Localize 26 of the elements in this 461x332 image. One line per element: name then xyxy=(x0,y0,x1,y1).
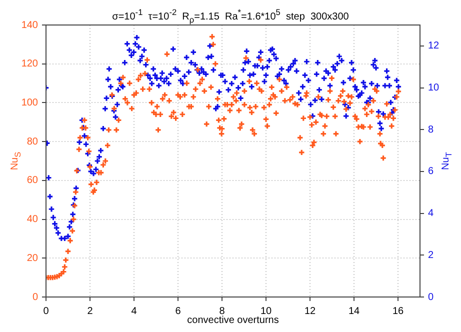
x-tick-label: 16 xyxy=(392,306,404,317)
x-tick-label: 2 xyxy=(87,306,94,317)
x-tick-label: 12 xyxy=(304,306,316,317)
x-tick-label: 6 xyxy=(175,306,182,317)
x-tick-label: 0 xyxy=(43,306,50,317)
chart-title: σ=10$^{-1}$ τ=10$^{-2}$ R$_{ρ}$=1.15 Ra$^{*}$=1.6*10$^{5}$ step 300x300 xyxy=(112,7,349,24)
y-tick-label: 60 xyxy=(26,175,38,186)
y-tick-label: 40 xyxy=(26,214,38,226)
y-tick-label: 0 xyxy=(32,292,38,303)
y2-tick-label: 8 xyxy=(428,124,434,136)
y-tick-label: 100 xyxy=(21,97,38,108)
x-tick-label: 14 xyxy=(348,306,360,317)
y-tick-label: 140 xyxy=(21,20,38,31)
x-tick-label: 10 xyxy=(260,306,272,317)
y-tick-label: 120 xyxy=(21,58,38,70)
y2-tick-label: 10 xyxy=(428,82,440,94)
y-tick-label: 80 xyxy=(26,136,38,148)
y-tick-label: 20 xyxy=(26,252,38,264)
x-tick-label: 4 xyxy=(131,306,138,317)
x-tick-label: 8 xyxy=(219,306,226,317)
y2-tick-label: 2 xyxy=(428,250,434,261)
y2-tick-label: 0 xyxy=(428,292,434,303)
y2-tick-label: 12 xyxy=(428,40,440,52)
x-axis-title: convective overturns xyxy=(186,315,280,326)
y2-tick-label: 6 xyxy=(428,166,434,178)
y2-tick-label: 4 xyxy=(428,208,434,220)
